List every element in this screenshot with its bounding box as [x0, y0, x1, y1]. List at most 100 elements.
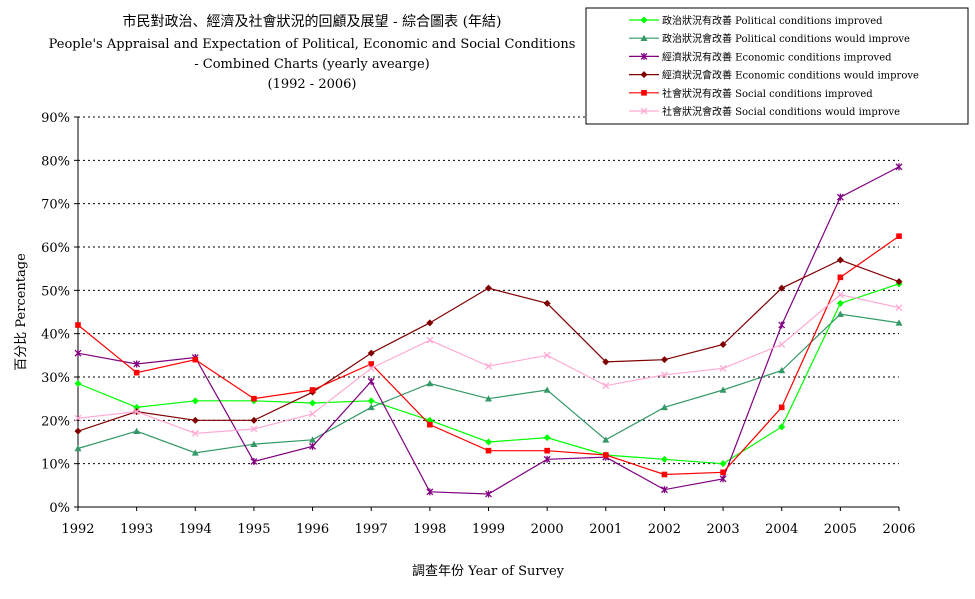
data-point — [368, 361, 375, 367]
legend: 政治狀況有改善 Political conditions improved 政治狀… — [585, 7, 969, 125]
data-point — [367, 403, 375, 411]
data-point — [191, 449, 199, 456]
x-tick-label: 1998 — [413, 522, 446, 537]
title-line-years: (1992 - 2006) — [268, 77, 357, 92]
legend-marker — [641, 90, 647, 96]
data-point — [133, 369, 140, 376]
x-tick-label: 1994 — [179, 522, 212, 537]
series-0 — [74, 280, 903, 468]
data-point — [836, 299, 844, 307]
data-point — [309, 399, 317, 407]
data-point — [895, 278, 903, 286]
series-4 — [75, 233, 902, 478]
series-line — [77, 283, 900, 465]
data-point — [660, 486, 668, 494]
data-point — [836, 291, 844, 299]
data-point — [367, 349, 375, 357]
x-tick-label: 1992 — [61, 522, 94, 537]
data-point — [191, 429, 199, 437]
data-point — [426, 488, 434, 496]
data-point — [485, 395, 492, 402]
y-tick-label: 50% — [41, 284, 70, 299]
x-tick-label: 2004 — [765, 522, 798, 537]
data-point — [660, 455, 668, 463]
data-point — [309, 436, 317, 443]
data-point — [485, 438, 492, 446]
y-tick-label: 0% — [49, 501, 70, 516]
chart-title: 市民對政治、經濟及社會狀況的回顧及展望 - 綜合圖表 (年結) People's… — [49, 13, 576, 92]
title-line-zh: 市民對政治、經濟及社會狀況的回顧及展望 - 綜合圖表 (年結) — [122, 13, 501, 30]
x-axis-ticks: 1992 1993 1994 1995 1996 1997 1998 1999 2000 2001… — [61, 507, 916, 537]
legend-box — [585, 7, 969, 125]
data-point — [778, 404, 785, 411]
legend-entry: 經濟狀況有改善 Economic conditions improved — [629, 50, 892, 63]
x-tick-label: 2005 — [824, 522, 857, 537]
data-point — [250, 425, 258, 433]
y-tick-label: 80% — [41, 154, 70, 169]
data-point — [660, 403, 668, 411]
data-point — [719, 460, 727, 468]
data-point — [309, 410, 317, 418]
data-point — [719, 341, 727, 348]
legend-entry: 政治狀況有改善 Political conditions improved — [629, 14, 883, 27]
x-tick-label: 2000 — [531, 522, 564, 537]
legend-label: 政治狀況有改善 Political conditions improved — [662, 14, 883, 27]
data-point — [660, 356, 668, 364]
data-point — [426, 336, 434, 344]
y-tick-label: 40% — [41, 328, 70, 343]
y-tick-label: 60% — [41, 241, 70, 256]
legend-label: 社會狀況有改善 Social conditions improved — [662, 87, 873, 100]
data-point — [543, 299, 551, 307]
x-tick-label: 1999 — [472, 522, 505, 537]
legend-label: 政治狀況會改善 Political conditions would impro… — [662, 32, 910, 45]
data-point — [367, 364, 375, 372]
data-point — [251, 395, 257, 402]
legend-entry: 經濟狀況會改善 Economic conditions would improv… — [629, 69, 919, 82]
data-point — [602, 358, 610, 366]
data-point — [895, 304, 903, 312]
series-2 — [74, 163, 903, 498]
x-tick-label: 2006 — [882, 522, 915, 537]
data-point — [661, 471, 668, 478]
data-point — [837, 274, 844, 281]
data-point — [250, 458, 258, 465]
x-tick-label: 2001 — [589, 522, 622, 537]
data-point — [426, 380, 434, 387]
data-point — [74, 349, 82, 357]
data-point — [895, 319, 903, 326]
data-point — [485, 362, 492, 370]
title-line-sub: - Combined Charts (yearly avearge) — [194, 57, 430, 72]
data-point — [895, 163, 903, 171]
data-point — [778, 321, 786, 329]
data-point — [602, 382, 610, 390]
data-point — [74, 380, 82, 387]
x-tick-label: 1993 — [120, 522, 153, 537]
data-point — [602, 452, 609, 458]
data-point — [309, 387, 316, 393]
y-tick-label: 10% — [41, 458, 70, 473]
data-point — [133, 427, 141, 434]
legend-entry: 政治狀況會改善 Political conditions would impro… — [629, 32, 910, 45]
data-point — [74, 445, 82, 452]
y-tick-label: 20% — [41, 414, 70, 429]
data-point — [778, 341, 786, 348]
x-tick-label: 2003 — [707, 522, 740, 537]
data-point — [896, 233, 902, 239]
data-point — [719, 475, 727, 483]
x-tick-label: 1997 — [355, 522, 388, 537]
data-point — [485, 284, 492, 292]
data-point — [543, 386, 551, 393]
legend-label: 社會狀況會改善 Social conditions would improve — [662, 105, 900, 118]
data-point — [719, 364, 727, 372]
legend-marker — [640, 107, 648, 115]
series-5 — [74, 291, 903, 437]
data-point — [133, 360, 141, 368]
data-point — [778, 284, 786, 292]
y-tick-label: 30% — [41, 371, 70, 386]
legend-label: 經濟狀況會改善 Economic conditions would improv… — [662, 69, 919, 82]
x-tick-label: 1995 — [237, 522, 270, 537]
y-tick-label: 70% — [41, 198, 70, 213]
y-tick-label: 90% — [41, 111, 70, 126]
legend-marker — [640, 16, 648, 24]
